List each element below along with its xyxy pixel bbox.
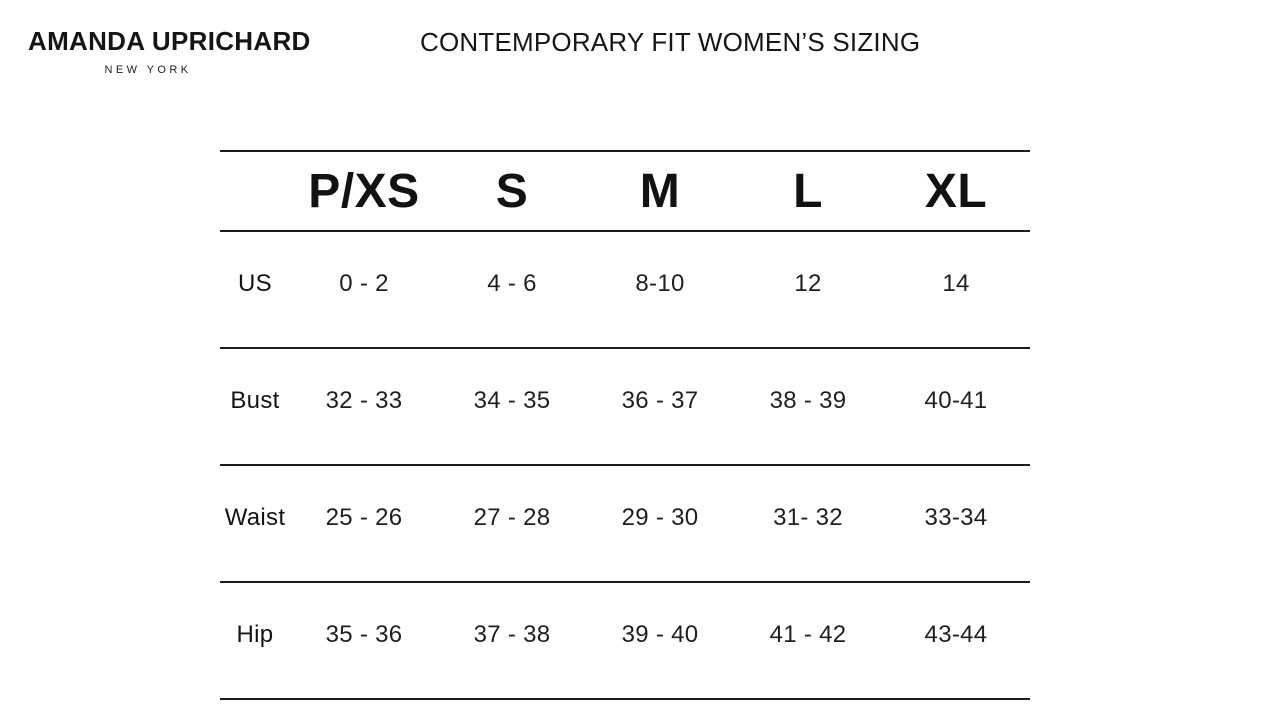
cell-bust-s: 34 - 35 <box>438 348 586 466</box>
row-label-us: US <box>220 231 290 349</box>
cell-waist-s: 27 - 28 <box>438 465 586 583</box>
cell-hip-pxs: 35 - 36 <box>290 582 438 700</box>
cell-waist-l: 31- 32 <box>734 465 882 583</box>
table-row-bust: Bust 32 - 33 34 - 35 36 - 37 38 - 39 40-… <box>220 348 1030 466</box>
cell-waist-m: 29 - 30 <box>586 465 734 583</box>
cell-us-l: 12 <box>734 231 882 349</box>
cell-bust-xl: 40-41 <box>882 348 1030 466</box>
cell-hip-m: 39 - 40 <box>586 582 734 700</box>
row-label-waist: Waist <box>220 465 290 583</box>
cell-us-pxs: 0 - 2 <box>290 231 438 349</box>
table-row-us: US 0 - 2 4 - 6 8-10 12 14 <box>220 231 1030 349</box>
size-header-pxs: P/XS <box>290 150 438 232</box>
cell-hip-s: 37 - 38 <box>438 582 586 700</box>
size-chart-table: P/XS S M L XL US 0 - 2 4 - 6 8-10 12 14 … <box>220 150 1030 700</box>
brand-subtitle: NEW YORK <box>104 64 192 76</box>
cell-hip-xl: 43-44 <box>882 582 1030 700</box>
cell-us-m: 8-10 <box>586 231 734 349</box>
cell-bust-m: 36 - 37 <box>586 348 734 466</box>
size-header-row: P/XS S M L XL <box>220 150 1030 232</box>
table-row-hip: Hip 35 - 36 37 - 38 39 - 40 41 - 42 43-4… <box>220 582 1030 700</box>
cell-bust-l: 38 - 39 <box>734 348 882 466</box>
size-header-m: M <box>586 150 734 232</box>
cell-us-s: 4 - 6 <box>438 231 586 349</box>
brand-name: AMANDA UPRICHARD <box>28 26 311 56</box>
row-label-hip: Hip <box>220 582 290 700</box>
size-header-s: S <box>438 150 586 232</box>
cell-waist-xl: 33-34 <box>882 465 1030 583</box>
cell-waist-pxs: 25 - 26 <box>290 465 438 583</box>
cell-hip-l: 41 - 42 <box>734 582 882 700</box>
cell-bust-pxs: 32 - 33 <box>290 348 438 466</box>
row-label-bust: Bust <box>220 348 290 466</box>
size-header-corner <box>220 150 290 232</box>
table-row-waist: Waist 25 - 26 27 - 28 29 - 30 31- 32 33-… <box>220 465 1030 583</box>
cell-us-xl: 14 <box>882 231 1030 349</box>
size-header-xl: XL <box>882 150 1030 232</box>
brand-logo: AMANDA UPRICHARD NEW YORK <box>28 26 311 76</box>
page-title: CONTEMPORARY FIT WOMEN’S SIZING <box>420 27 921 57</box>
size-header-l: L <box>734 150 882 232</box>
